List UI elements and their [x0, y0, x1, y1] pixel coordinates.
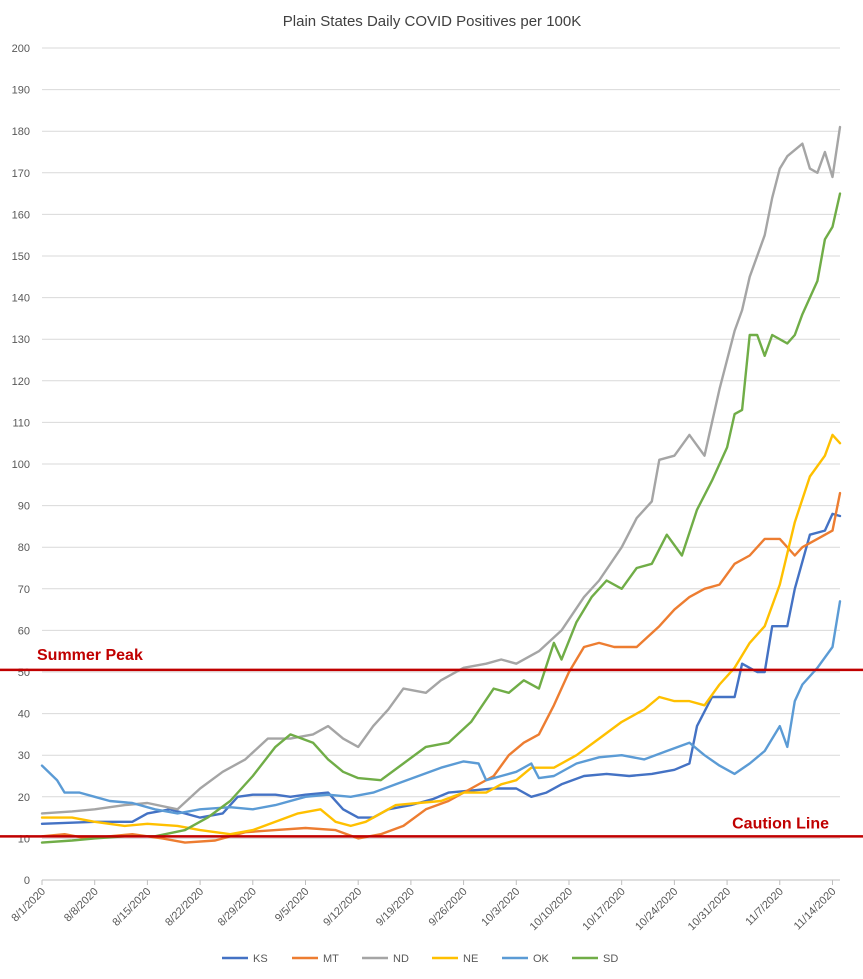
- x-tick-label: 9/12/2020: [321, 886, 364, 929]
- legend-label-sd: SD: [603, 953, 618, 965]
- y-tick-label: 120: [12, 376, 30, 388]
- series-line-sd: [40, 192, 842, 844]
- y-tick-label: 90: [18, 501, 30, 513]
- series-line-ne: [40, 433, 842, 836]
- caution-line-label: Caution Line: [732, 815, 829, 832]
- x-tick-label: 11/14/2020: [792, 886, 839, 933]
- legend-label-ne: NE: [463, 953, 478, 965]
- y-tick-label: 0: [24, 875, 30, 887]
- x-tick-label: 8/29/2020: [216, 886, 259, 929]
- x-tick-label: 11/7/2020: [743, 886, 786, 929]
- x-axis: 8/1/2020 8/8/2020 8/15/2020 8/22/2020 8/29/2…: [9, 879, 840, 933]
- y-tick-label: 180: [12, 126, 30, 138]
- series-line-nd: [40, 125, 842, 815]
- y-tick-label: 130: [12, 334, 30, 346]
- x-tick-label: 9/26/2020: [427, 886, 470, 929]
- y-tick-label: 20: [18, 792, 30, 804]
- x-tick-label: 9/19/2020: [374, 886, 417, 929]
- x-tick-label: 9/5/2020: [273, 886, 312, 925]
- y-tick-label: 60: [18, 625, 30, 637]
- legend: KS MT ND NE OK SD: [222, 953, 618, 965]
- y-tick-label: 40: [18, 709, 30, 721]
- legend-label-nd: ND: [393, 953, 409, 965]
- series-line-ok: [40, 600, 842, 815]
- y-tick-label: 30: [18, 750, 30, 762]
- y-tick-label: 150: [12, 251, 30, 263]
- series-lines: [40, 125, 842, 844]
- legend-label-ok: OK: [533, 953, 550, 965]
- y-tick-label: 170: [12, 168, 30, 180]
- x-tick-label: 8/15/2020: [110, 886, 153, 929]
- legend-label-ks: KS: [253, 953, 268, 965]
- y-tick-label: 190: [12, 85, 30, 97]
- y-tick-label: 160: [12, 209, 30, 221]
- y-tick-label: 80: [18, 542, 30, 554]
- x-tick-label: 10/3/2020: [479, 886, 522, 929]
- gridlines: [42, 47, 840, 839]
- series-line-ks: [40, 512, 842, 825]
- y-tick-label: 110: [12, 417, 30, 429]
- y-tick-label: 100: [12, 459, 30, 471]
- legend-label-mt: MT: [323, 953, 339, 965]
- y-tick-label: 70: [18, 584, 30, 596]
- y-axis: 0102030405060708090100110120130140150160…: [12, 43, 30, 887]
- x-tick-label: 10/24/2020: [633, 886, 680, 933]
- x-tick-label: 10/31/2020: [686, 886, 733, 933]
- annotations: Summer Peak Caution Line: [0, 647, 863, 838]
- x-tick-label: 10/17/2020: [580, 886, 627, 933]
- x-tick-label: 8/8/2020: [62, 886, 101, 925]
- x-tick-label: 10/10/2020: [528, 886, 575, 933]
- series-line-mt: [40, 491, 842, 844]
- chart-title: Plain States Daily COVID Positives per 1…: [283, 13, 581, 30]
- y-tick-label: 200: [12, 43, 30, 55]
- y-tick-label: 140: [12, 293, 30, 305]
- x-tick-label: 8/1/2020: [9, 886, 48, 925]
- x-tick-label: 8/22/2020: [163, 886, 206, 929]
- summer-peak-label: Summer Peak: [37, 647, 143, 664]
